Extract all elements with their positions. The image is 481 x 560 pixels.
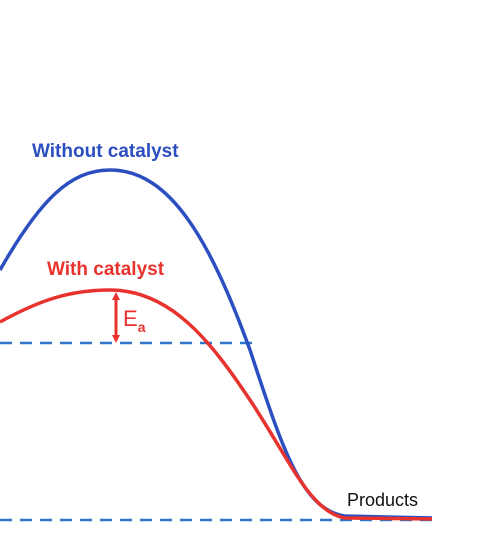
ea-label: Ea <box>123 306 146 335</box>
ea-subscript: a <box>138 319 146 335</box>
without-catalyst-label: Without catalyst <box>32 141 179 162</box>
with-catalyst-label: With catalyst <box>47 259 165 280</box>
ea-main: E <box>123 306 138 331</box>
products-label: Products <box>347 490 418 510</box>
catalyzed-curve <box>0 288 433 521</box>
